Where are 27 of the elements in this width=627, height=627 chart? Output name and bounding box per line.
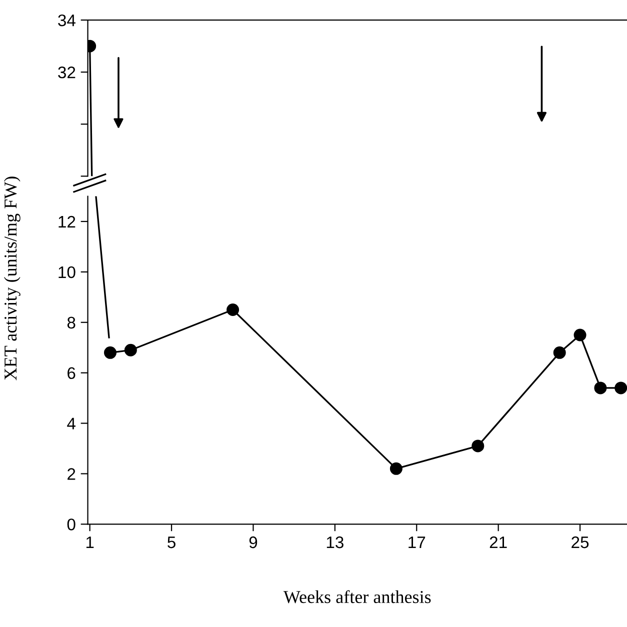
point <box>104 346 116 359</box>
point <box>390 462 402 475</box>
y-tick-label: 34 <box>58 14 76 26</box>
point <box>594 382 607 394</box>
x-axis-title: Weeks after anthesis <box>283 590 431 604</box>
y-tick-label: 12 <box>58 216 76 228</box>
x-tick-label: 9 <box>249 536 258 548</box>
y-tick-label: 0 <box>67 518 76 530</box>
x-tick-label: 1 <box>86 536 94 548</box>
x-tick-label: 5 <box>168 536 176 548</box>
y-tick-label: 6 <box>68 367 76 380</box>
x-tick-label: 17 <box>408 536 426 548</box>
y-tick-label: 8 <box>67 316 76 329</box>
x-tick-label: 13 <box>326 536 344 548</box>
x-tick-label: 21 <box>490 536 507 548</box>
y-tick-label: 32 <box>58 66 76 78</box>
point <box>574 328 586 342</box>
point <box>553 346 566 359</box>
y-axis-title: XET activity (units/mg FW) <box>4 176 20 380</box>
y-tick-label: 10 <box>58 266 76 278</box>
point <box>124 344 137 356</box>
x-tick-label: 25 <box>572 536 589 548</box>
point <box>614 382 627 394</box>
point <box>472 440 484 452</box>
y-tick-label: 4 <box>67 418 76 430</box>
point <box>226 304 240 316</box>
y-tick-label: 2 <box>68 468 76 480</box>
